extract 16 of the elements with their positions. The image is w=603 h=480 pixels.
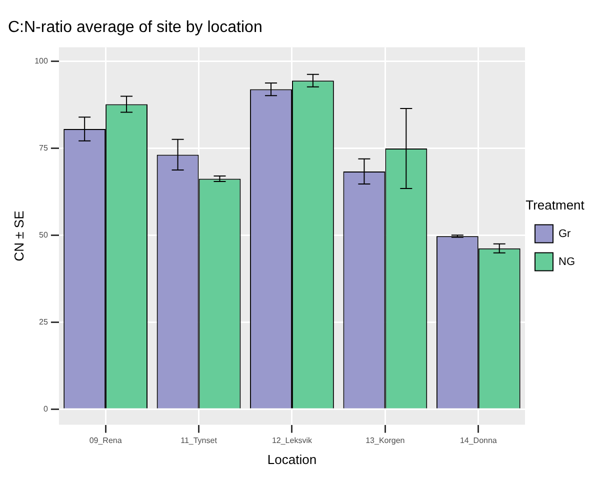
y-tick-label: 0 — [43, 404, 48, 414]
x-tick-label: 11_Tynset — [180, 436, 218, 445]
x-tick-label: 12_Leksvik — [272, 436, 313, 445]
legend-label: NG — [558, 256, 575, 268]
legend-label: Gr — [558, 228, 572, 240]
x-tick-label: 13_Korgen — [366, 436, 405, 445]
chart-title: C:N-ratio average of site by location — [8, 19, 262, 36]
y-tick-label: 75 — [39, 143, 48, 152]
x-tick-label: 14_Donna — [460, 436, 498, 445]
y-tick-label: 50 — [39, 230, 48, 240]
legend-title: Treatment — [526, 197, 585, 212]
y-tick-label: 100 — [34, 56, 48, 66]
x-axis-title: Location — [267, 452, 317, 467]
x-tick-label: 09_Rena — [89, 436, 122, 445]
y-axis-title: CN ± SE — [11, 210, 26, 262]
y-tick-label: 25 — [39, 317, 48, 326]
